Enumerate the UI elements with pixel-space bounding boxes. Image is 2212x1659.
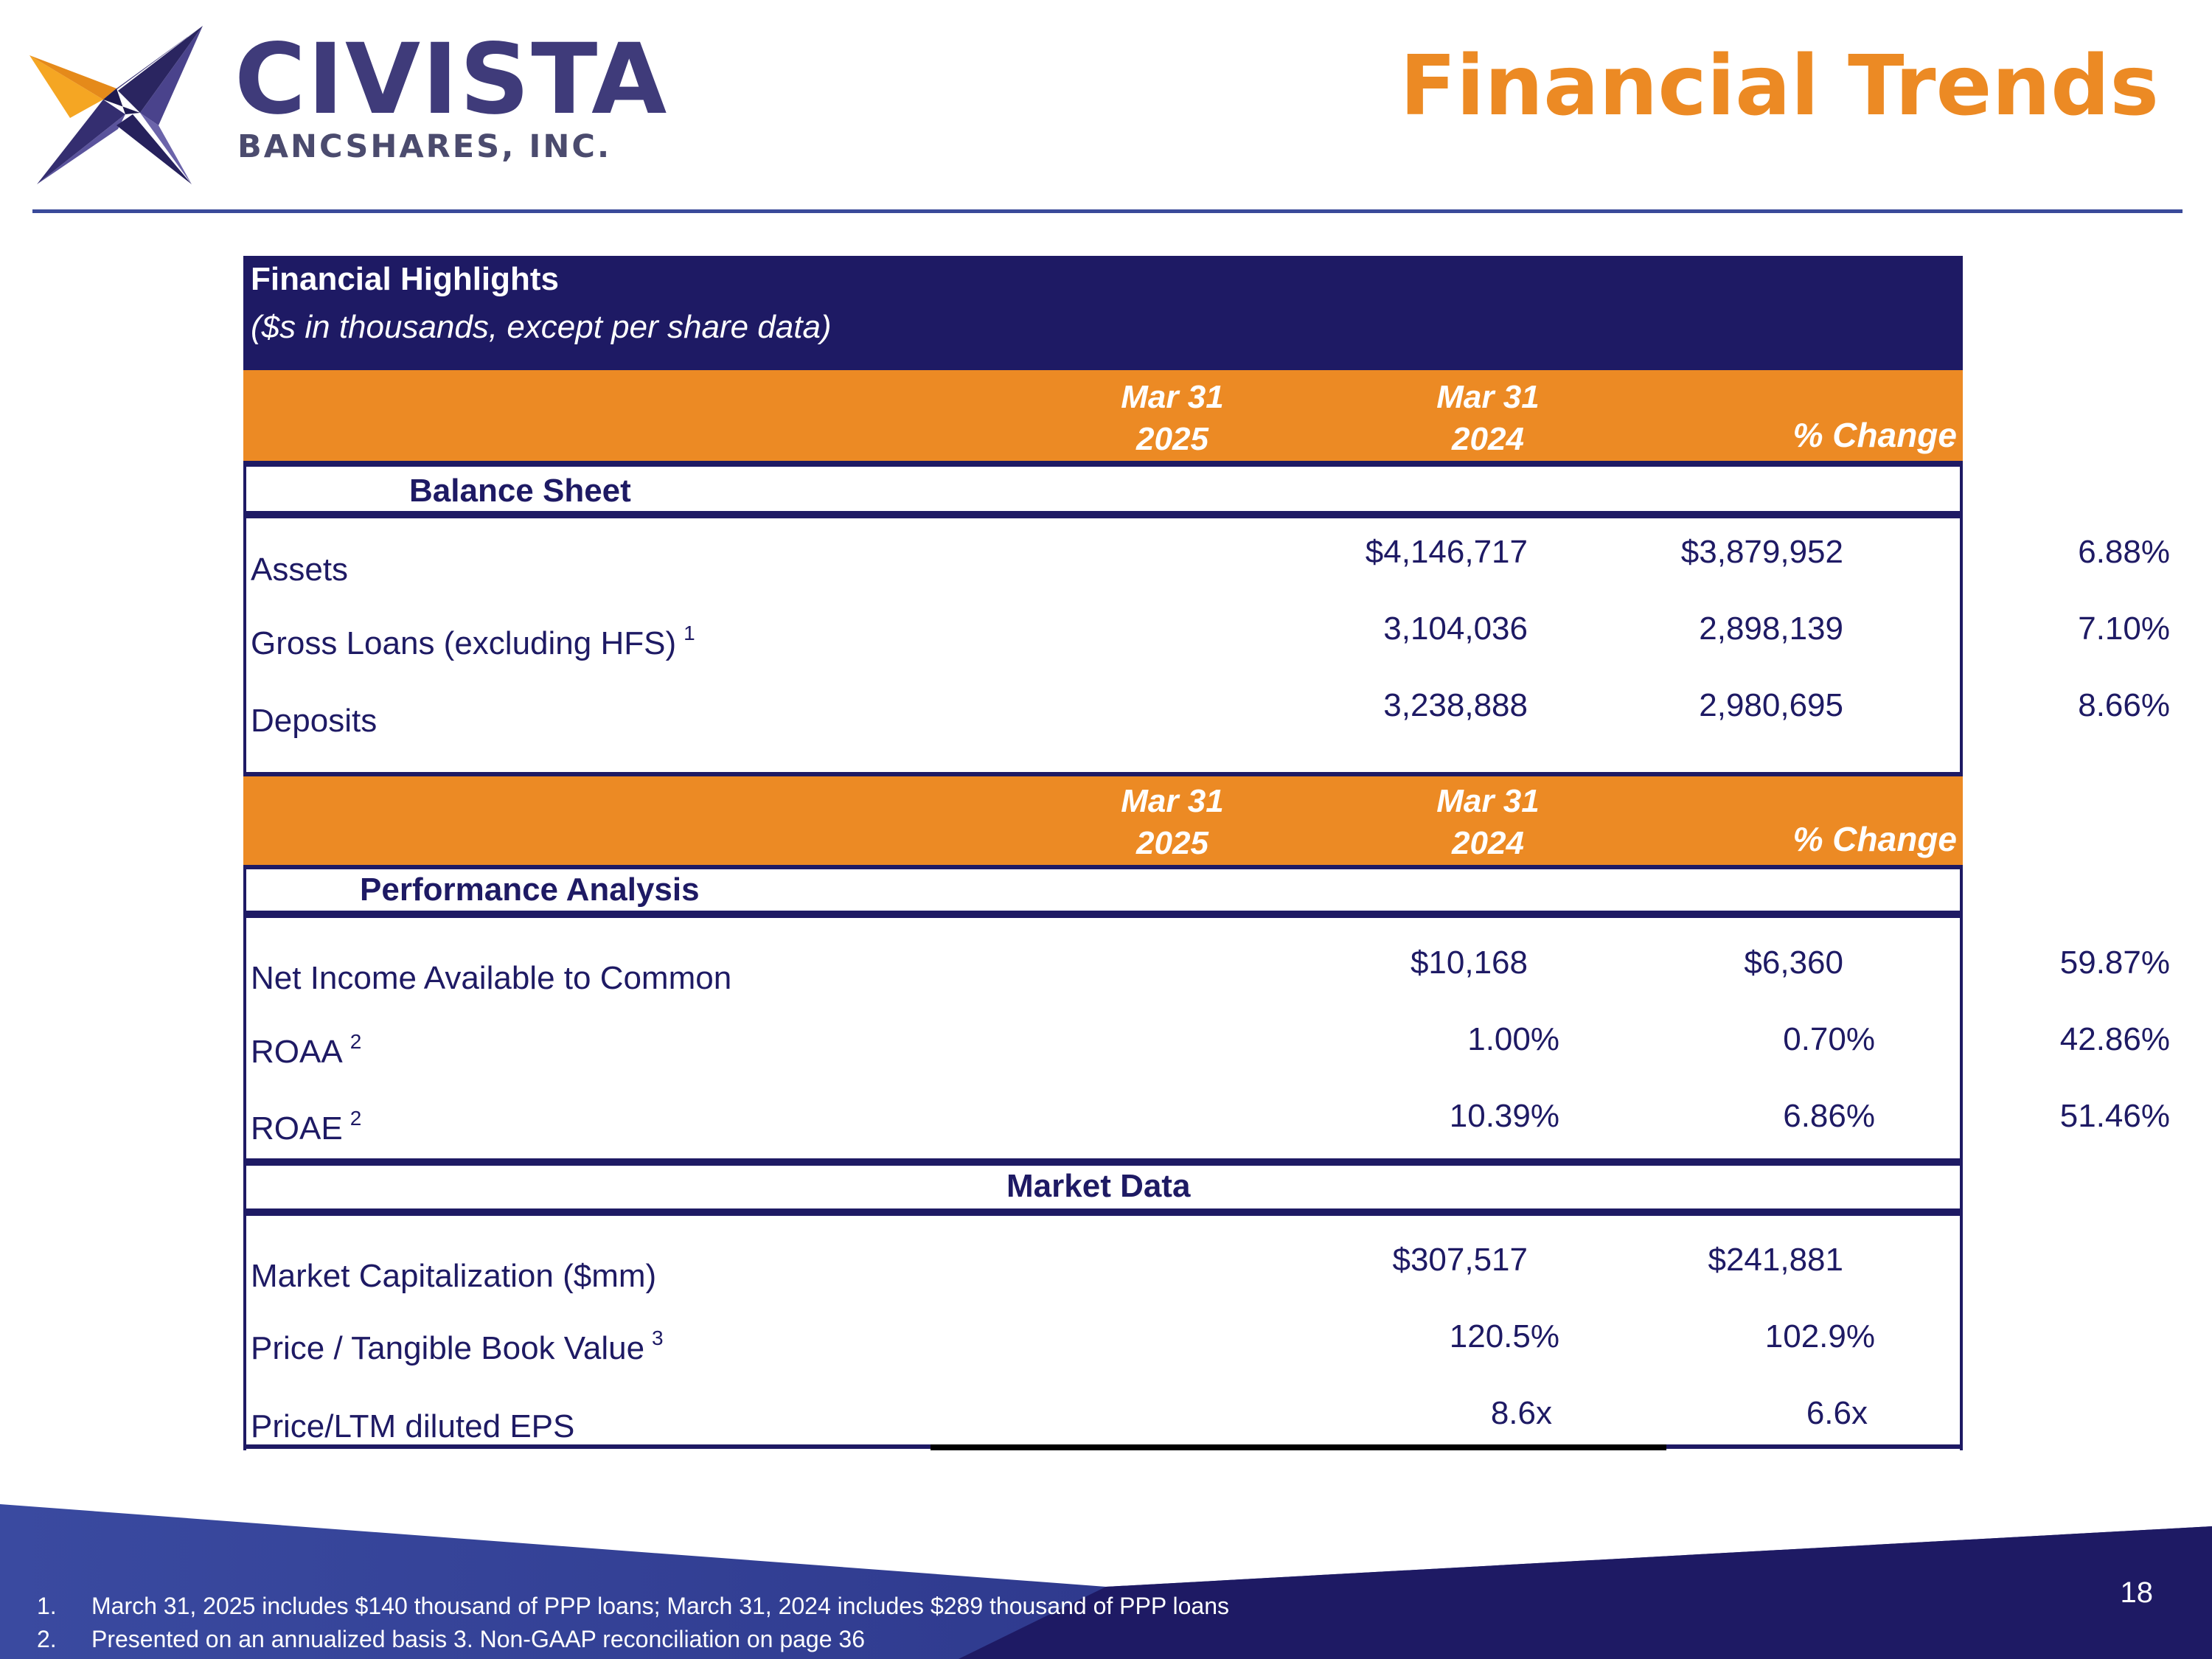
value-2025: $4,146,717 xyxy=(1365,534,1528,570)
balance-col2-header: Mar 31 2024 xyxy=(1407,376,1569,460)
row-label: Deposits xyxy=(251,703,378,739)
balance-col1-line2: 2025 xyxy=(1136,421,1208,458)
row-label: Assets xyxy=(251,552,349,588)
logo-name: CIVISTA xyxy=(234,23,669,136)
value-2025: 3,238,888 xyxy=(1383,687,1528,723)
market-section-title: Market Data xyxy=(1006,1168,1191,1204)
row-label: ROAE 2 xyxy=(251,1107,362,1147)
value-2024: 0.70% xyxy=(1783,1021,1875,1057)
value-2024: 6.86% xyxy=(1783,1098,1875,1134)
value-2024: 2,898,139 xyxy=(1699,611,1843,647)
value-2024: 2,980,695 xyxy=(1699,687,1843,723)
divider xyxy=(243,865,1963,869)
divider xyxy=(243,772,1963,776)
divider xyxy=(243,1158,1963,1166)
value-2025: $307,517 xyxy=(1392,1242,1528,1278)
value-change: 51.46% xyxy=(2059,1098,2170,1134)
footnote: 1. March 31, 2025 includes $140 thousand … xyxy=(37,1593,1229,1619)
balance-change-header: % Change xyxy=(1792,416,1957,454)
performance-col1-line2: 2025 xyxy=(1136,825,1208,862)
value-2024: 6.6x xyxy=(1806,1395,1868,1431)
performance-change-header: % Change xyxy=(1792,820,1957,858)
value-2024: $6,360 xyxy=(1744,945,1843,981)
balance-col1-line1: Mar 31 xyxy=(1121,379,1224,415)
footer-band xyxy=(0,1504,2212,1659)
balance-col2-line2: 2024 xyxy=(1452,421,1524,458)
balance-col1-header: Mar 31 2025 xyxy=(1091,376,1253,460)
performance-col2-line1: Mar 31 xyxy=(1436,783,1540,819)
value-2025: 10.39% xyxy=(1449,1098,1559,1134)
row-label: ROAA 2 xyxy=(251,1030,362,1070)
value-change: 8.66% xyxy=(2078,687,2170,723)
row-label: Price/LTM diluted EPS xyxy=(251,1408,575,1444)
performance-col1-header: Mar 31 2025 xyxy=(1091,780,1253,864)
balance-col2-line1: Mar 31 xyxy=(1436,379,1540,415)
row-label: Gross Loans (excluding HFS) 1 xyxy=(251,622,695,661)
logo-subtitle: BANCSHARES, INC. xyxy=(237,128,612,165)
performance-col2-line2: 2024 xyxy=(1452,825,1524,862)
table-subtitle: ($s in thousands, except per share data) xyxy=(251,309,832,345)
value-2025: 120.5% xyxy=(1449,1318,1559,1354)
balance-section-title: Balance Sheet xyxy=(409,473,631,509)
table-title-band xyxy=(243,256,1963,370)
table-title: Financial Highlights xyxy=(251,261,560,297)
value-2025: 3,104,036 xyxy=(1383,611,1528,647)
civista-logo-icon xyxy=(29,26,203,184)
divider xyxy=(243,911,1963,918)
value-change: 6.88% xyxy=(2078,534,2170,570)
performance-col2-header: Mar 31 2024 xyxy=(1407,780,1569,864)
financial-highlights-table: Financial Highlights ($s in thousands, e… xyxy=(243,256,2170,1450)
value-2024: $241,881 xyxy=(1708,1242,1843,1278)
value-2025: $10,168 xyxy=(1410,945,1528,981)
row-label: Market Capitalization ($mm) xyxy=(251,1258,657,1294)
row-label: Net Income Available to Common xyxy=(251,960,732,996)
divider xyxy=(243,1208,1963,1216)
value-2024: $3,879,952 xyxy=(1680,534,1843,570)
value-change: 59.87% xyxy=(2059,945,2170,981)
value-2025: 1.00% xyxy=(1467,1021,1559,1057)
value-2024: 102.9% xyxy=(1764,1318,1875,1354)
divider xyxy=(243,461,1963,467)
page-title: Financial Trends xyxy=(1399,38,2159,134)
performance-header-band xyxy=(243,776,1963,865)
value-change: 42.86% xyxy=(2059,1021,2170,1057)
footnote: 2. Presented on an annualized basis 3. No… xyxy=(37,1626,865,1652)
divider xyxy=(243,511,1963,518)
page-number: 18 xyxy=(2120,1576,2154,1609)
balance-header-band xyxy=(243,370,1963,461)
row-label: Price / Tangible Book Value 3 xyxy=(251,1326,664,1366)
title-divider xyxy=(32,209,2183,213)
performance-section-title: Performance Analysis xyxy=(360,872,700,908)
performance-col1-line1: Mar 31 xyxy=(1121,783,1224,819)
value-2025: 8.6x xyxy=(1490,1395,1552,1431)
divider xyxy=(931,1444,1666,1450)
value-change: 7.10% xyxy=(2078,611,2170,647)
